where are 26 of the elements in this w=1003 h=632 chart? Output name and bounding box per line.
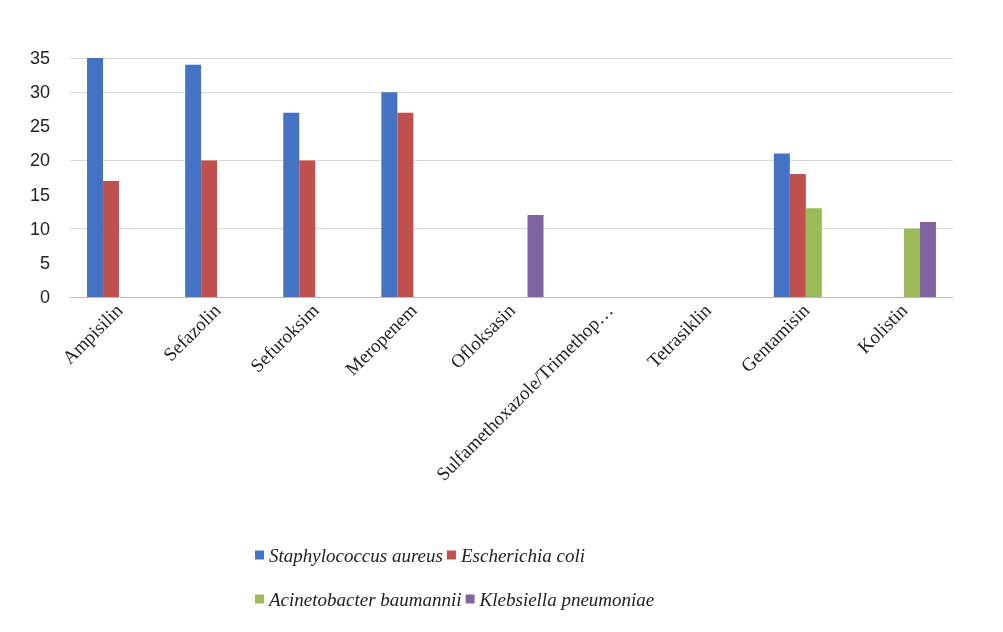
y-tick-label: 25 xyxy=(29,116,50,137)
legend-label: Staphylococcus aureus xyxy=(269,544,443,566)
y-tick-label: 0 xyxy=(39,287,50,307)
bar xyxy=(381,92,398,297)
bar xyxy=(283,112,300,297)
y-tick-label: 10 xyxy=(29,218,50,239)
bar xyxy=(805,208,822,297)
legend-label: Acinetobacter baumannii xyxy=(267,588,462,610)
bar xyxy=(789,174,806,297)
bar xyxy=(185,64,202,297)
legend-label: Escherichia coli xyxy=(459,544,585,566)
legend-label: Klebsiella pneumoniae xyxy=(478,588,655,610)
y-tick-label: 35 xyxy=(29,48,50,68)
bar xyxy=(201,160,218,297)
bar xyxy=(87,58,104,297)
bar xyxy=(773,153,790,297)
bar xyxy=(103,180,120,297)
y-tick-label: 15 xyxy=(29,184,50,205)
bar xyxy=(527,215,544,297)
y-tick-label: 30 xyxy=(29,82,50,103)
y-tick-label: 20 xyxy=(29,150,50,171)
bar xyxy=(903,228,920,297)
y-tick-label: 5 xyxy=(39,252,50,273)
bar xyxy=(919,221,936,297)
bar xyxy=(299,160,316,297)
bar xyxy=(397,112,414,297)
